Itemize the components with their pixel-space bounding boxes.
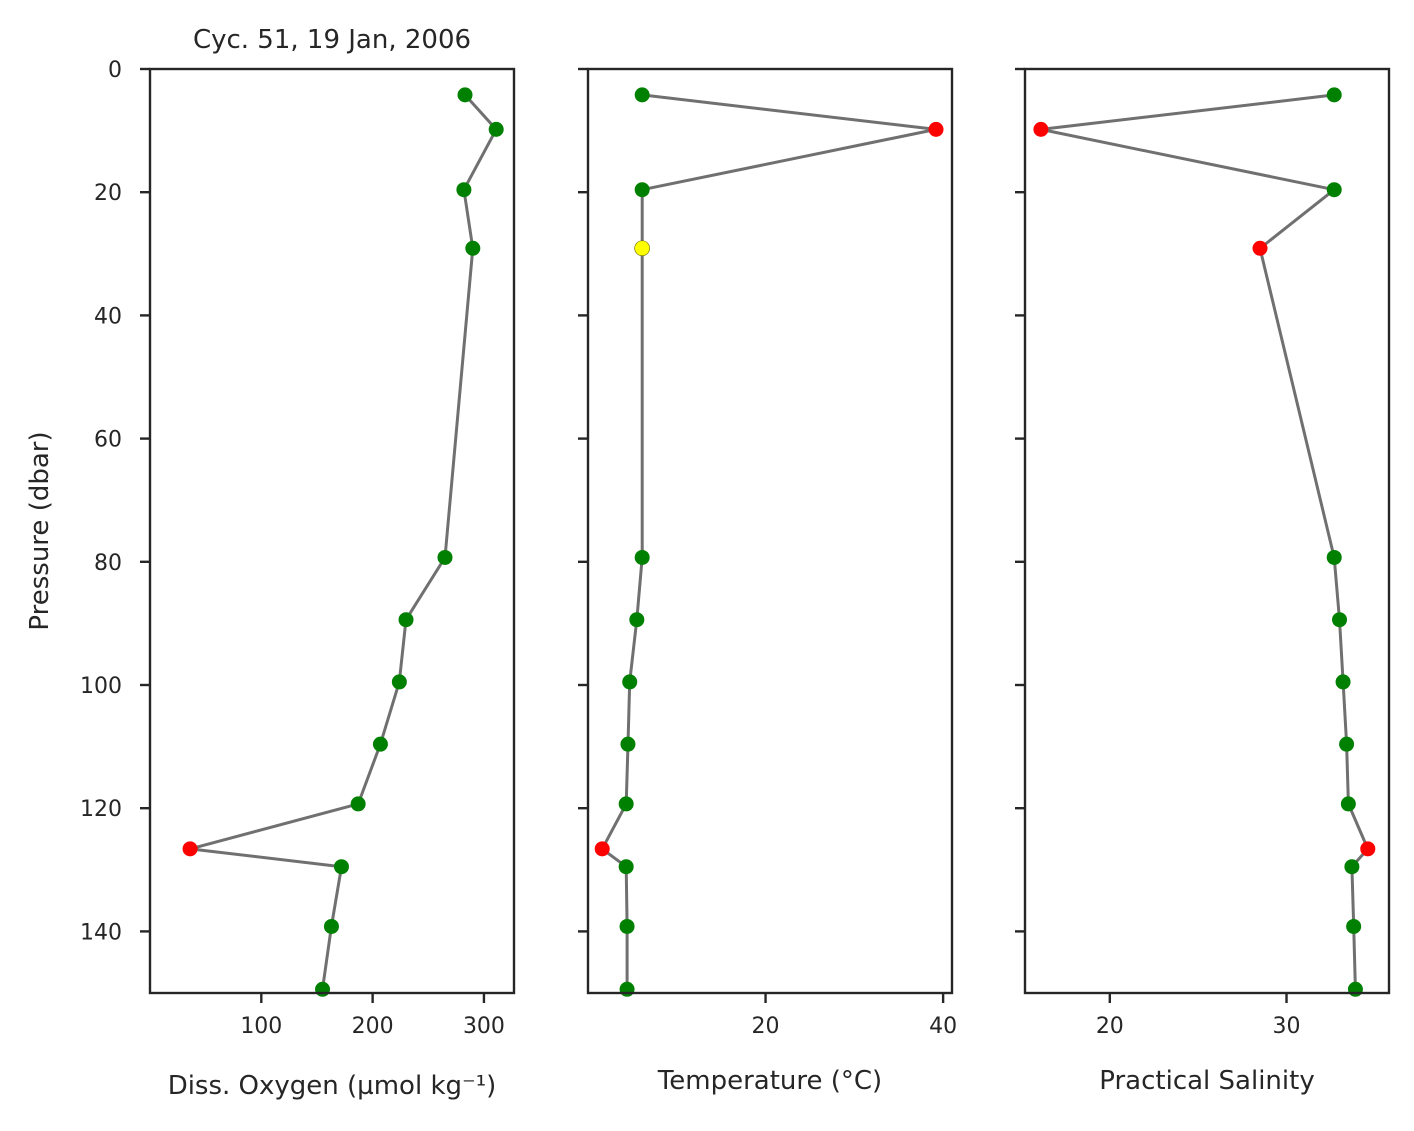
salinity-data-point	[1346, 918, 1362, 934]
y-tick-label: 100	[80, 674, 122, 699]
temperature-data-point	[619, 981, 635, 997]
temperature-data-point	[634, 240, 650, 257]
x-axis-label-oxygen: Diss. Oxygen (µmol kg⁻¹)	[168, 1071, 497, 1101]
oxygen-panel: 0 20 40 60 80 100 120 140 100 200 300	[80, 58, 516, 1039]
salinity-x-tick-label: 20	[1096, 1014, 1124, 1039]
oxygen-profile-line	[188, 93, 498, 990]
salinity-data-point	[1344, 859, 1360, 875]
salinity-data-point	[1339, 736, 1355, 752]
oxygen-data-point	[437, 549, 453, 565]
oxygen-x-tick-label: 200	[352, 1014, 394, 1039]
oxygen-data-point	[457, 87, 473, 103]
y-axis-label: Pressure (dbar)	[25, 431, 55, 630]
y-tick-label: 140	[80, 920, 122, 945]
temperature-axes-frame	[586, 67, 954, 995]
y-tick-label: 40	[94, 304, 122, 329]
salinity-data-point	[1033, 121, 1049, 137]
x-axis-label-temperature: Temperature (°C)	[657, 1066, 882, 1096]
temperature-data-point	[622, 674, 638, 690]
oxygen-data-point	[456, 182, 472, 198]
salinity-axes-frame	[1023, 67, 1391, 995]
y-tick-label: 20	[94, 181, 122, 206]
temperature-data-point	[928, 121, 944, 137]
salinity-data-point	[1252, 240, 1268, 256]
oxygen-data-point	[391, 674, 407, 690]
oxygen-data-point	[398, 612, 414, 628]
temperature-data-point	[619, 918, 635, 934]
salinity-data-point	[1326, 549, 1342, 565]
oxygen-data-point	[372, 736, 388, 752]
temperature-panel: 20 40	[578, 67, 957, 1039]
temperature-x-tick-label: 40	[929, 1014, 957, 1039]
x-axis-label-salinity: Practical Salinity	[1099, 1066, 1314, 1096]
salinity-data-point	[1340, 796, 1356, 812]
oxygen-data-point	[350, 796, 366, 812]
temperature-data-point	[618, 859, 634, 875]
temperature-data-point	[634, 549, 650, 565]
y-tick-label: 0	[108, 58, 122, 83]
salinity-data-point	[1326, 182, 1342, 198]
oxygen-data-point	[182, 841, 198, 857]
temperature-data-point	[634, 87, 650, 103]
salinity-data-point	[1335, 674, 1351, 690]
oxygen-data-point	[323, 918, 339, 934]
oxygen-data-point	[333, 859, 349, 875]
oxygen-data-point	[488, 121, 504, 137]
temperature-profile-line	[600, 93, 938, 990]
y-tick-label: 120	[80, 797, 122, 822]
salinity-data-point	[1326, 87, 1342, 103]
temperature-data-point	[620, 736, 636, 752]
y-tick-label: 60	[94, 428, 122, 453]
salinity-data-point	[1347, 981, 1363, 997]
oxygen-x-tick-label: 300	[463, 1014, 505, 1039]
temperature-data-point	[618, 796, 634, 812]
temperature-data-point	[594, 841, 610, 857]
salinity-data-point	[1332, 612, 1348, 628]
salinity-data-point	[1360, 841, 1376, 857]
salinity-x-tick-label: 30	[1273, 1014, 1301, 1039]
oxygen-x-tick-label: 100	[240, 1014, 282, 1039]
oxygen-data-point	[315, 981, 331, 997]
salinity-panel: 20 30	[1015, 67, 1391, 1039]
temperature-data-point	[629, 612, 645, 628]
salinity-profile-line	[1039, 93, 1370, 990]
temperature-x-tick-label: 20	[752, 1014, 780, 1039]
temperature-data-point	[634, 182, 650, 198]
panel-title: Cyc. 51, 19 Jan, 2006	[193, 25, 471, 55]
oxygen-axes-frame	[148, 67, 516, 995]
oxygen-data-point	[465, 240, 481, 256]
y-tick-label: 80	[94, 551, 122, 576]
